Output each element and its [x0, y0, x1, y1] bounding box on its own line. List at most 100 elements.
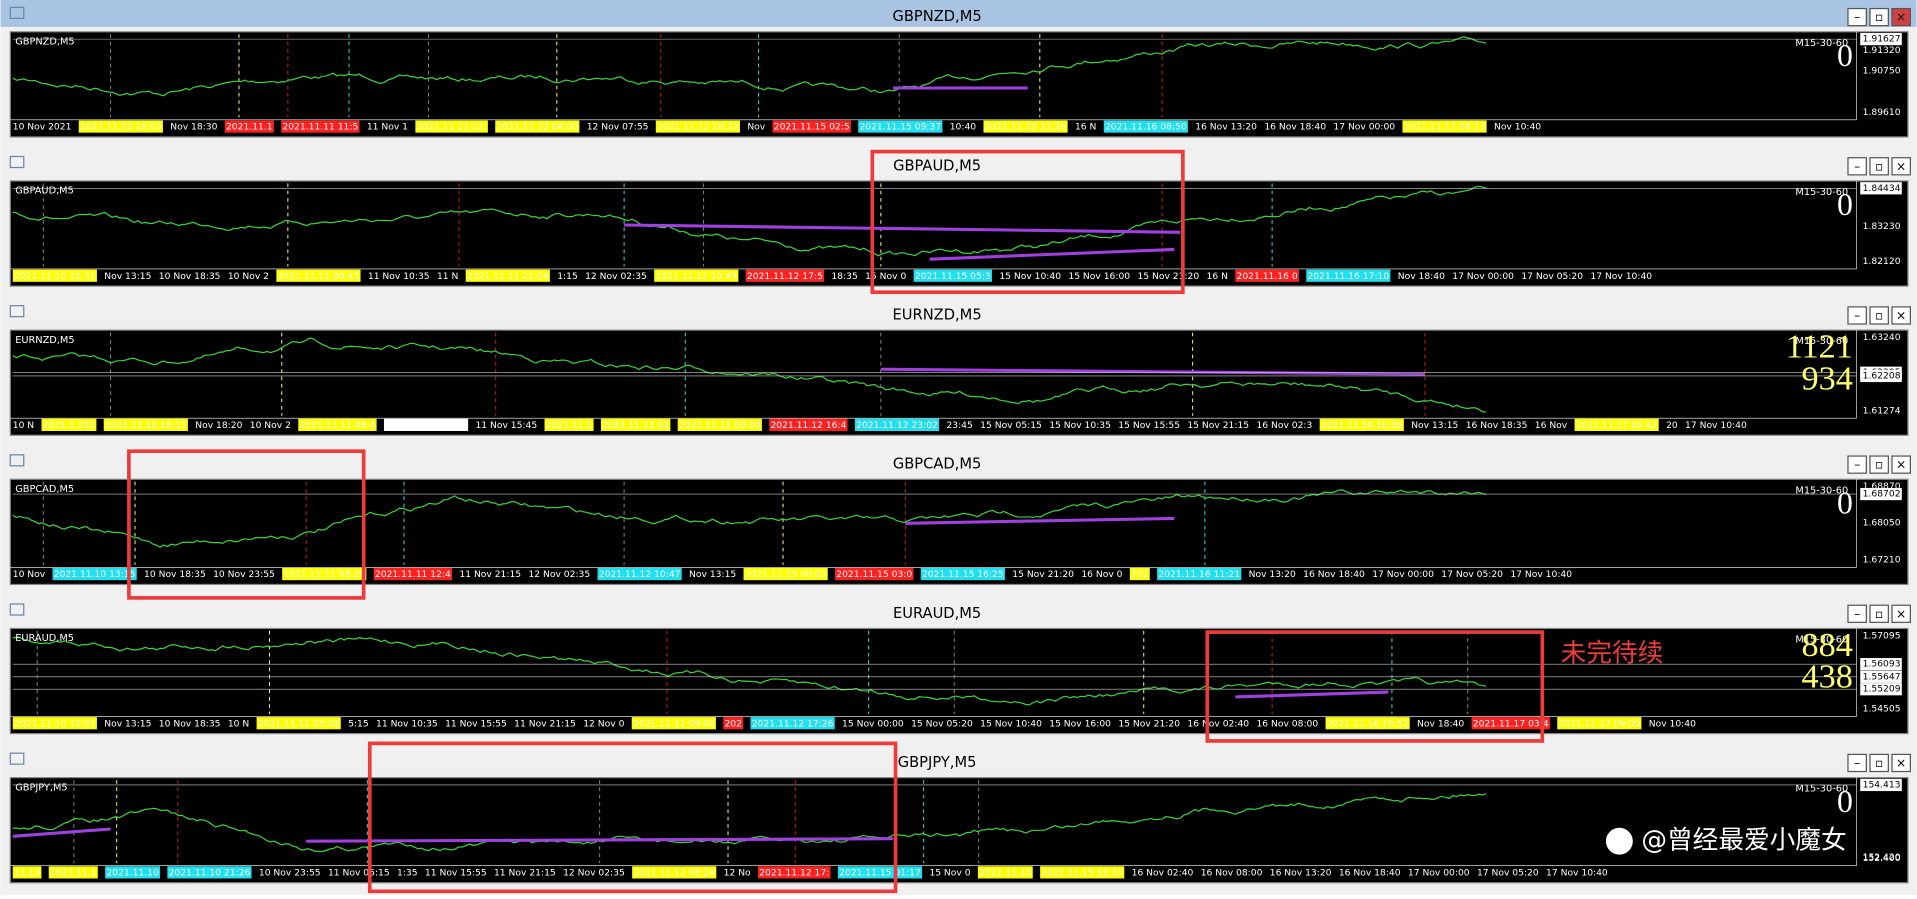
trend-line	[880, 367, 1425, 376]
window-close-icon: ×	[1896, 756, 1906, 770]
time-label: 16 Nov 13:20	[1270, 867, 1332, 878]
window-close-button[interactable]	[1891, 157, 1911, 176]
window-min-icon: –	[1854, 756, 1860, 770]
window-max-button[interactable]	[1869, 306, 1889, 325]
time-tag	[677, 418, 762, 431]
window-close-button[interactable]	[1891, 306, 1911, 325]
symbol-label: GBPAUD,M5	[15, 186, 74, 197]
time-tag-label: 2021.11.10 10:31	[14, 271, 96, 282]
time-label: Nov 18:20	[195, 420, 242, 431]
time-label: 11 Nov 15:55	[445, 718, 507, 729]
time-label: 12 Nov 02:35	[563, 867, 625, 878]
time-tag-label: 2021.11.12 10:49	[655, 271, 737, 282]
window-max-button[interactable]	[1869, 604, 1889, 623]
time-label: 16 Nov 02:40	[1132, 867, 1194, 878]
price-line	[12, 489, 1487, 548]
time-label: 17 Nov 10:40	[1590, 271, 1652, 282]
price-line	[12, 636, 1487, 706]
time-label: 15 Nov 05:15	[980, 420, 1042, 431]
indicator-setting: M15-30-60	[1795, 336, 1848, 347]
window-max-button[interactable]	[1869, 753, 1889, 773]
window-min-icon: –	[1854, 607, 1860, 621]
window-close-button[interactable]	[1891, 753, 1911, 773]
time-label: 15 Nov 10:40	[980, 718, 1042, 729]
time-tag	[772, 120, 851, 133]
time-label: 12 Nov 02:35	[585, 271, 647, 282]
time-tag	[1129, 567, 1150, 581]
window-close-button[interactable]	[1891, 604, 1911, 623]
time-tag	[298, 418, 377, 431]
time-tag	[983, 120, 1068, 133]
window-min-icon: –	[1854, 458, 1860, 472]
time-label: 15 Nov 21:15	[1187, 420, 1249, 431]
time-tag-label: 2021.11.15 09:37	[859, 122, 941, 133]
price-label: 152.420	[1863, 852, 1901, 863]
time-tag	[913, 269, 992, 282]
window-min-button[interactable]	[1847, 157, 1867, 176]
chart-area	[9, 777, 1909, 884]
time-tag-label: 2021.11.12 16:23	[657, 122, 739, 133]
window-max-button[interactable]	[1869, 157, 1889, 176]
time-label: 15 Nov 21:20	[1012, 569, 1074, 580]
time-tag-label: 2021.11.17 09:00	[1558, 718, 1640, 729]
time-label: 12 No	[724, 867, 751, 878]
time-tag	[256, 717, 341, 730]
time-label: 16 Nov 18:40	[1339, 867, 1401, 878]
signal-number: 0	[1837, 38, 1853, 73]
time-tag	[495, 120, 580, 133]
price-label: 1.63240	[1863, 332, 1901, 343]
time-label: 15 Nov 10:35	[1049, 420, 1111, 431]
time-tag-label: 2021.11.10 10:01	[14, 718, 96, 729]
price-label: 152.400	[1863, 853, 1901, 864]
time-tag-label: 2021.11.12 16:4	[770, 420, 846, 431]
time-label: 17 Nov 05:20	[1441, 569, 1503, 580]
signal-number: 884	[1802, 626, 1853, 664]
time-label: 15 Nov 21:20	[1118, 718, 1180, 729]
indicator-setting: M15-30-60	[1795, 485, 1848, 496]
time-tag	[282, 567, 367, 581]
window-min-button[interactable]	[1847, 753, 1867, 773]
time-tag	[1040, 866, 1125, 879]
time-label: 11 Nov 21:15	[494, 867, 556, 878]
window-min-button[interactable]	[1847, 7, 1867, 27]
window-min-button[interactable]	[1847, 455, 1867, 474]
price-label: 1.61274	[1863, 405, 1901, 416]
window-title: EURAUD,M5	[893, 605, 981, 622]
window-min-button[interactable]	[1847, 306, 1867, 325]
time-label: 11 Nov 15:45	[475, 420, 537, 431]
time-label: 10 Nov 23:55	[213, 569, 275, 580]
time-tag	[758, 866, 831, 879]
time-label: 15 Nov 05:20	[911, 718, 973, 729]
price-label: 1.84434	[1863, 183, 1901, 194]
time-label: 10 Nov	[13, 569, 46, 580]
time-tag-label: 2021.11.16 16:52	[1327, 718, 1409, 729]
window-close-button[interactable]	[1891, 455, 1911, 474]
time-tag-label: 2021.11.11 21:04	[467, 271, 549, 282]
time-label: 12 Nov 0	[583, 718, 624, 729]
time-label: 17 Nov 00:00	[1452, 271, 1514, 282]
time-tag-label: 2021.11.16 0	[1237, 271, 1298, 282]
price-label: 1.55647	[1863, 671, 1901, 682]
window-close-button[interactable]	[1891, 7, 1911, 27]
trend-line	[929, 247, 1175, 261]
time-tag-label: 2021.11.12 04:00	[496, 122, 578, 133]
trend-line	[306, 837, 894, 843]
window-min-button[interactable]	[1847, 604, 1867, 623]
time-label: 11 Nov 10:35	[368, 271, 430, 282]
time-label: 17 Nov 00:00	[1333, 122, 1395, 133]
signal-number: 438	[1802, 658, 1853, 696]
time-label: 16 Nov 18:40	[1303, 569, 1365, 580]
time-tag-label: 11.10	[14, 867, 40, 878]
time-tag	[167, 866, 252, 879]
time-label: 11 Nov 10:35	[376, 718, 438, 729]
time-tag-label: 2021.11.15 16:32	[1041, 867, 1123, 878]
window-max-button[interactable]	[1869, 455, 1889, 474]
time-label: 16 Nov	[1535, 420, 1568, 431]
symbol-label: GBPCAD,M5	[15, 484, 74, 495]
time-tag	[415, 120, 488, 133]
signal-number: 1121	[1786, 328, 1853, 366]
time-label: 11 Nov 21:15	[459, 569, 521, 580]
time-tag	[1103, 120, 1188, 133]
window-max-button[interactable]	[1869, 7, 1889, 27]
